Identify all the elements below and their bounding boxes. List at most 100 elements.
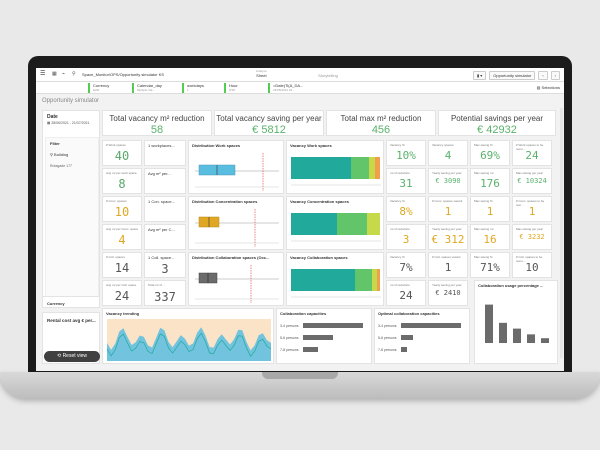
right-tile: # Coll. spaces vacant 1 [428, 252, 468, 278]
building-filter[interactable]: ⚲ Building [50, 152, 69, 157]
date-picker[interactable]: ▦ 28/06/2021 - 21/07/2021 [47, 121, 90, 125]
app-title: Space_Monitor/OPS/Opportunity simulator … [82, 72, 165, 77]
seg-teal [291, 213, 337, 235]
bar [303, 335, 333, 340]
tile-coll-space-slider[interactable]: 1 Coll. space... 3 [144, 252, 186, 278]
seg-lime [367, 213, 380, 235]
filter-chip-calendar-day[interactable]: Calendar_day Multiple Val... [132, 83, 162, 93]
right-tile-label: m² of reduction [390, 171, 411, 175]
right-tile: Vacancy % 7% [386, 252, 426, 278]
right-tile: Max saving m² 176 [470, 168, 510, 194]
currency-panel[interactable]: Currency [42, 296, 100, 308]
bar-category-label: 5-6 persons [378, 336, 397, 340]
right-tile-label: Max saving % [474, 199, 493, 203]
right-tile-label: Yearly saving per year [432, 227, 462, 231]
right-tile: Max saving % 69% [470, 140, 510, 166]
right-tile-value: 1 [528, 205, 536, 218]
bar [303, 323, 363, 328]
app-screen: ☰ ▦ ⌁ ⚲ Space_Monitor/OPS/Opportunity si… [36, 68, 564, 371]
right-tile-label: Max saving % [474, 143, 493, 147]
building-label: Building [54, 152, 69, 157]
menu-icon[interactable]: ☰ [40, 71, 46, 77]
insights-icon[interactable]: ⌁ [62, 71, 66, 77]
storytelling-tab[interactable]: Storytelling [318, 73, 338, 78]
bar-category-label: 7-8 persons [378, 348, 397, 352]
next-sheet-button[interactable]: › [550, 71, 560, 80]
scrollbar[interactable] [560, 108, 563, 358]
right-tile-value: 3 [402, 233, 410, 246]
right-tile-label: Yearly saving per year [432, 171, 462, 175]
right-tile-label: # Coll. spaces to be remo... [516, 255, 543, 263]
seg-lime [372, 269, 377, 291]
right-tile: # Coll. spaces to be remo... 10 [512, 252, 552, 278]
right-tile-label: Max saving per year [516, 171, 544, 175]
tile-avg-coll-space: Avg m² per Coll. space 24 [102, 280, 142, 306]
kpi-total-vacancy-reduction: Total vacancy m² reduction 58 [102, 110, 212, 136]
right-tile-value: 16 [483, 233, 497, 246]
kpi-total-max-reduction: Total max m² reduction 456 [326, 110, 436, 136]
right-tile-label: # Conc. spaces to be rem... [516, 199, 545, 207]
tile-conc-space-slider[interactable]: 1 Con. space... [144, 196, 186, 222]
collab-capacities-chart: Collaboration capacities 3-4 persons 5-6 … [276, 308, 372, 364]
tile-avg-work-slider[interactable]: Avg m² per... [144, 168, 186, 194]
bar-category-label: 7-8 persons [280, 348, 299, 352]
reset-view-button[interactable]: ⟲ Reset view [44, 351, 100, 362]
right-tile: # Conc. spaces vacant 1 [428, 196, 468, 222]
right-tile-value: 1 [444, 261, 452, 274]
analyze-label: Analyze [256, 69, 267, 73]
tile-avg-conc-space: Avg m² per Conc. space 4 [102, 224, 142, 250]
optimal-collab-chart: Optimal collaboration capacities 3-4 per… [374, 308, 470, 364]
building-value[interactable]: Rotagade 177 [50, 164, 72, 168]
tile-avg-conc-slider[interactable]: Avg m² per C... [144, 224, 186, 250]
sheet-mode-toggle[interactable]: Analyze Sheet [256, 69, 267, 78]
right-tile-value: € 10324 [517, 177, 547, 185]
filter-chip-currency[interactable]: Currency EUR [88, 83, 109, 93]
right-tile-label: Vacancy % [390, 255, 405, 259]
kpi-potential-savings: Potential savings per year € 42932 [438, 110, 556, 136]
right-tile-value: 69% [480, 149, 500, 162]
usage-bar [513, 328, 521, 343]
seg-teal [291, 269, 355, 291]
right-tile-label: Max saving m² [474, 227, 494, 231]
filter-chip-date[interactable]: =Date(Ti(A_DA... 23/05/2021 22... [268, 83, 303, 93]
kpi-total-vacancy-saving: Total vacancy saving per year € 5812 [214, 110, 324, 136]
dist-conc-chart: Distribution Concentration spaces [188, 196, 284, 250]
grid-icon[interactable]: ▦ [52, 71, 57, 77]
usage-bar [499, 322, 507, 343]
right-tile-value: € 312 [431, 233, 465, 246]
right-tile-value: 24 [399, 289, 413, 302]
right-tile-label: # Coll. spaces vacant [432, 255, 461, 259]
dist-work-chart: Distribution Work spaces [188, 140, 284, 194]
bar [401, 323, 461, 328]
tile-conc-spaces: # Conc. spaces 10 [102, 196, 142, 222]
right-tile-value: € 2410 [435, 289, 461, 297]
tile-avg-work-space: Avg m² per work space 8 [102, 168, 142, 194]
smart-search-icon[interactable]: ⚲ [72, 71, 76, 77]
prev-sheet-button[interactable]: ‹ [538, 71, 548, 80]
filter-chip-workdays[interactable]: workdays 1 [182, 83, 204, 93]
right-tile-label: m² of reduction [390, 283, 411, 287]
filter-pane: Filter ⚲ Building Rotagade 177 [45, 137, 99, 297]
right-tile-label: # Conc. spaces vacant [432, 199, 463, 203]
right-tile: Yearly saving per year € 3090 [428, 168, 468, 194]
reset-view-label: Reset view [62, 353, 88, 359]
bookmark-button[interactable]: ▮ ▾ [472, 71, 487, 80]
right-tile-value: 24 [525, 149, 539, 162]
laptop-notch [262, 372, 338, 379]
right-tile: # Work spaces to be remo... 24 [512, 140, 552, 166]
right-tile: Max saving % 71% [470, 252, 510, 278]
right-tile-value: 10 [525, 261, 539, 274]
right-tile-value: 8% [399, 205, 413, 218]
bar-category-label: 5-6 persons [280, 336, 299, 340]
tile-workplaces-slider[interactable]: 1 workplaces... [144, 140, 186, 166]
tile-work-spaces: # Work spaces 40 [102, 140, 142, 166]
filter-chip-hour[interactable]: Hour 9/18 [224, 83, 238, 93]
right-tile-value: 1 [486, 205, 494, 218]
sheet-title: Opportunity simulator [42, 98, 100, 104]
sheet-selector[interactable]: Opportunity simulator [489, 71, 536, 80]
selections-button[interactable]: ▤ Selections [536, 85, 560, 90]
right-tile-label: Yearly saving per year [432, 283, 462, 287]
right-tile: Yearly saving per year € 312 [428, 224, 468, 250]
right-tile-value: 176 [480, 177, 500, 190]
vacancy-work-chart: Vacancy Work spaces [286, 140, 384, 194]
